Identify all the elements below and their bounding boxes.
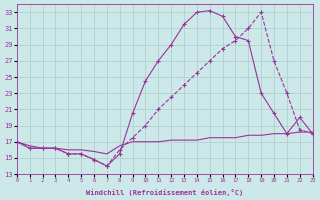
X-axis label: Windchill (Refroidissement éolien,°C): Windchill (Refroidissement éolien,°C) (86, 189, 243, 196)
